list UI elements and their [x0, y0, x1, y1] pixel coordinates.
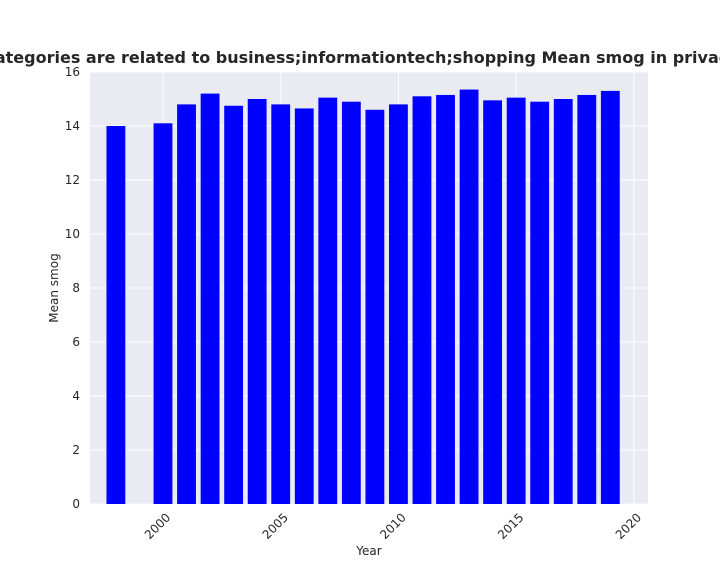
bar-2012: [436, 94, 455, 504]
bar-2005: [271, 104, 291, 505]
bar-2003: [224, 105, 244, 504]
y-tick-label: 4: [72, 389, 80, 403]
bar-1998: [106, 126, 126, 504]
y-tick-label: 8: [72, 281, 80, 295]
y-tick-label: 16: [65, 65, 80, 79]
bar-2015: [506, 97, 526, 505]
bar-2016: [530, 101, 550, 504]
chart-title: Which domain categories are related to b…: [0, 48, 720, 67]
bar-2011: [412, 96, 432, 505]
y-tick-label: 12: [65, 173, 80, 187]
x-tick-label: 2000: [142, 510, 173, 541]
x-axis-label: Year: [355, 544, 381, 558]
bar-2004: [247, 99, 267, 504]
x-tick-label: 2020: [613, 510, 644, 541]
y-tick-label: 0: [72, 497, 80, 511]
bar-2014: [483, 100, 503, 504]
y-tick-labels: 0 2 4 6 8 10 12 14 16: [65, 65, 80, 511]
bar-2019: [600, 90, 620, 505]
x-tick-labels: 2000 2005 2010 2015 2020: [142, 510, 644, 541]
y-tick-label: 2: [72, 443, 80, 457]
x-tick-label: 2005: [260, 510, 291, 541]
bar-2018: [577, 94, 597, 504]
bar-2008: [341, 101, 361, 504]
bar-2002: [200, 93, 220, 504]
bar-2017: [553, 99, 573, 504]
y-axis-label: Mean smog: [47, 253, 61, 322]
bar-2006: [294, 108, 314, 504]
bar-2013: [459, 89, 479, 505]
bar-2010: [389, 104, 408, 505]
bar-2000: [153, 123, 173, 505]
bar-2009: [365, 109, 385, 505]
bars: [106, 89, 620, 505]
bar-2007: [318, 97, 338, 505]
x-tick-label: 2015: [495, 510, 526, 541]
x-tick-label: 2010: [377, 510, 408, 541]
y-tick-label: 14: [65, 119, 80, 133]
y-tick-label: 10: [65, 227, 80, 241]
bar-2001: [177, 104, 196, 505]
y-tick-label: 6: [72, 335, 80, 349]
